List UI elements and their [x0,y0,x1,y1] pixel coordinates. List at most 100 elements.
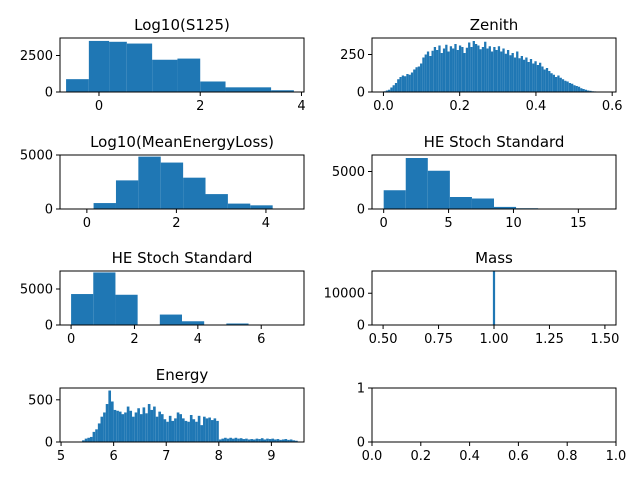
bar-energy-46 [203,416,206,442]
bar-energy-57 [231,438,235,443]
bar-energy-53 [221,438,225,443]
x-tick-label-energy-3: 8 [215,449,223,464]
bar-energy-60 [239,438,243,442]
bar-zenith-70 [543,69,546,92]
x-tick-label-energy-1: 6 [109,449,117,464]
bar-zenith-39 [472,41,475,92]
bar-energy-66 [255,438,259,443]
bar-energy-20 [134,412,138,442]
x-tick-label-log10-s125-2: 4 [297,99,305,114]
panel-energy: Energy 5 6 7 8 9 0 500 [28,366,305,464]
bar-energy-62 [245,438,248,443]
bar-zenith-64 [529,59,533,92]
bar-log10-s125-1 [88,40,110,92]
bar-log10-mean-energy-loss-5 [183,177,206,209]
bar-zenith-59 [518,58,521,92]
x-tick-label-empty-0: 0.0 [362,449,383,464]
axes-frame-log10-mean-energy-loss [59,154,305,210]
bar-zenith-85 [577,86,581,92]
bar-energy-38 [182,418,185,443]
bar-he-stoch-standard-2-1 [93,272,116,325]
bar-log10-mean-energy-loss-4 [160,162,184,209]
bar-energy-29 [158,411,161,443]
bar-energy-11 [111,401,114,442]
bar-energy-14 [118,411,122,443]
bar-he-stoch-standard-2-4 [159,314,182,325]
y-tick-label-empty-0: 0 [357,436,365,451]
bar-energy-55 [226,438,230,443]
panel-he-stoch-standard-1: HE Stoch Standard 0 5 10 15 0 5000 [332,133,617,231]
axes-frame-zenith [371,37,617,93]
x-tick-label-log10-mean-energy-loss-2: 4 [262,216,270,231]
bar-energy-6 [97,423,101,442]
bar-zenith-2 [388,89,391,92]
bar-energy-54 [224,437,227,442]
bar-zenith-20 [429,56,432,92]
bar-zenith-27 [445,44,448,92]
y-tick-label-zenith-1: 250 [340,48,365,63]
bar-energy-52 [218,439,222,442]
bar-energy-64 [250,439,253,442]
bar-zenith-77 [559,77,562,92]
bar-zenith-6 [397,79,400,92]
x-tick-label-empty-5: 1.0 [606,449,627,464]
y-tick-label-log10-mean-energy-loss-0: 0 [45,203,53,218]
bar-zenith-62 [525,57,528,92]
bar-zenith-66 [534,61,537,92]
x-tick-label-empty-4: 0.8 [557,449,578,464]
bar-zenith-79 [564,80,567,92]
x-tick-label-zenith-3: 0.6 [602,99,623,114]
bar-log10-s125-3 [126,43,153,92]
bar-zenith-61 [522,59,526,92]
bar-zenith-86 [580,88,583,92]
bar-energy-17 [126,406,130,442]
bar-zenith-38 [470,47,473,92]
x-tick-label-energy-2: 7 [162,449,170,464]
x-tick-label-mass-0: 0.50 [369,332,398,347]
chart-title-log10-s125: Log10(S125) [134,16,230,34]
x-tick-label-energy-0: 5 [57,449,65,464]
panel-log10-mean-energy-loss: Log10(MeanEnergyLoss) 0 2 4 0 5000 [20,133,305,231]
bar-zenith-68 [538,62,542,92]
bar-energy-21 [137,408,140,442]
bar-energy-8 [103,412,106,442]
bar-zenith-69 [541,66,544,92]
bar-energy-12 [113,409,117,442]
x-tick-label-mass-3: 1.25 [535,332,564,347]
bar-log10-s125-8 [271,90,294,92]
bar-energy-42 [192,419,196,442]
bar-energy-39 [184,420,188,442]
bar-energy-81 [295,440,298,442]
bar-zenith-78 [561,79,565,92]
panel-mass: Mass 0.50 0.75 1.00 1.25 1.50 0 10000 [324,249,620,347]
bar-energy-44 [197,415,201,442]
bar-he-stoch-standard-1-4 [471,198,494,209]
x-tick-label-log10-mean-energy-loss-1: 2 [172,216,180,231]
bar-zenith-8 [401,75,405,92]
bar-energy-59 [237,438,240,443]
y-tick-label-log10-s125-1: 2500 [20,49,53,64]
bar-energy-49 [210,420,214,442]
bar-energy-33 [168,415,172,442]
bar-energy-41 [189,415,193,442]
bar-energy-43 [195,421,198,442]
x-tick-label-he-stoch-standard-2-2: 4 [194,332,202,347]
bar-zenith-29 [449,46,453,92]
bar-energy-19 [132,416,135,442]
bar-zenith-90 [589,90,592,92]
bar-zenith-36 [465,47,469,92]
bar-zenith-16 [420,63,423,92]
bar-zenith-73 [550,73,553,92]
bar-zenith-9 [404,76,407,92]
x-tick-label-he-stoch-standard-2-1: 2 [130,332,138,347]
x-tick-label-zenith-1: 0.2 [449,99,470,114]
bar-energy-65 [252,439,256,442]
bar-energy-5 [95,429,98,442]
chart-title-mass: Mass [475,249,513,267]
bar-zenith-75 [555,77,558,92]
bar-zenith-89 [587,90,590,92]
bar-energy-30 [160,414,164,442]
bar-energy-72 [271,438,275,443]
bar-energy-50 [213,418,217,443]
bar-log10-mean-energy-loss-6 [205,194,228,209]
